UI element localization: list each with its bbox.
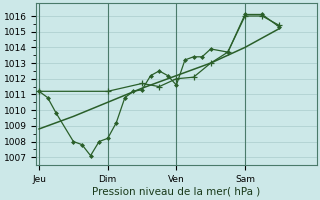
X-axis label: Pression niveau de la mer( hPa ): Pression niveau de la mer( hPa ) (92, 187, 260, 197)
